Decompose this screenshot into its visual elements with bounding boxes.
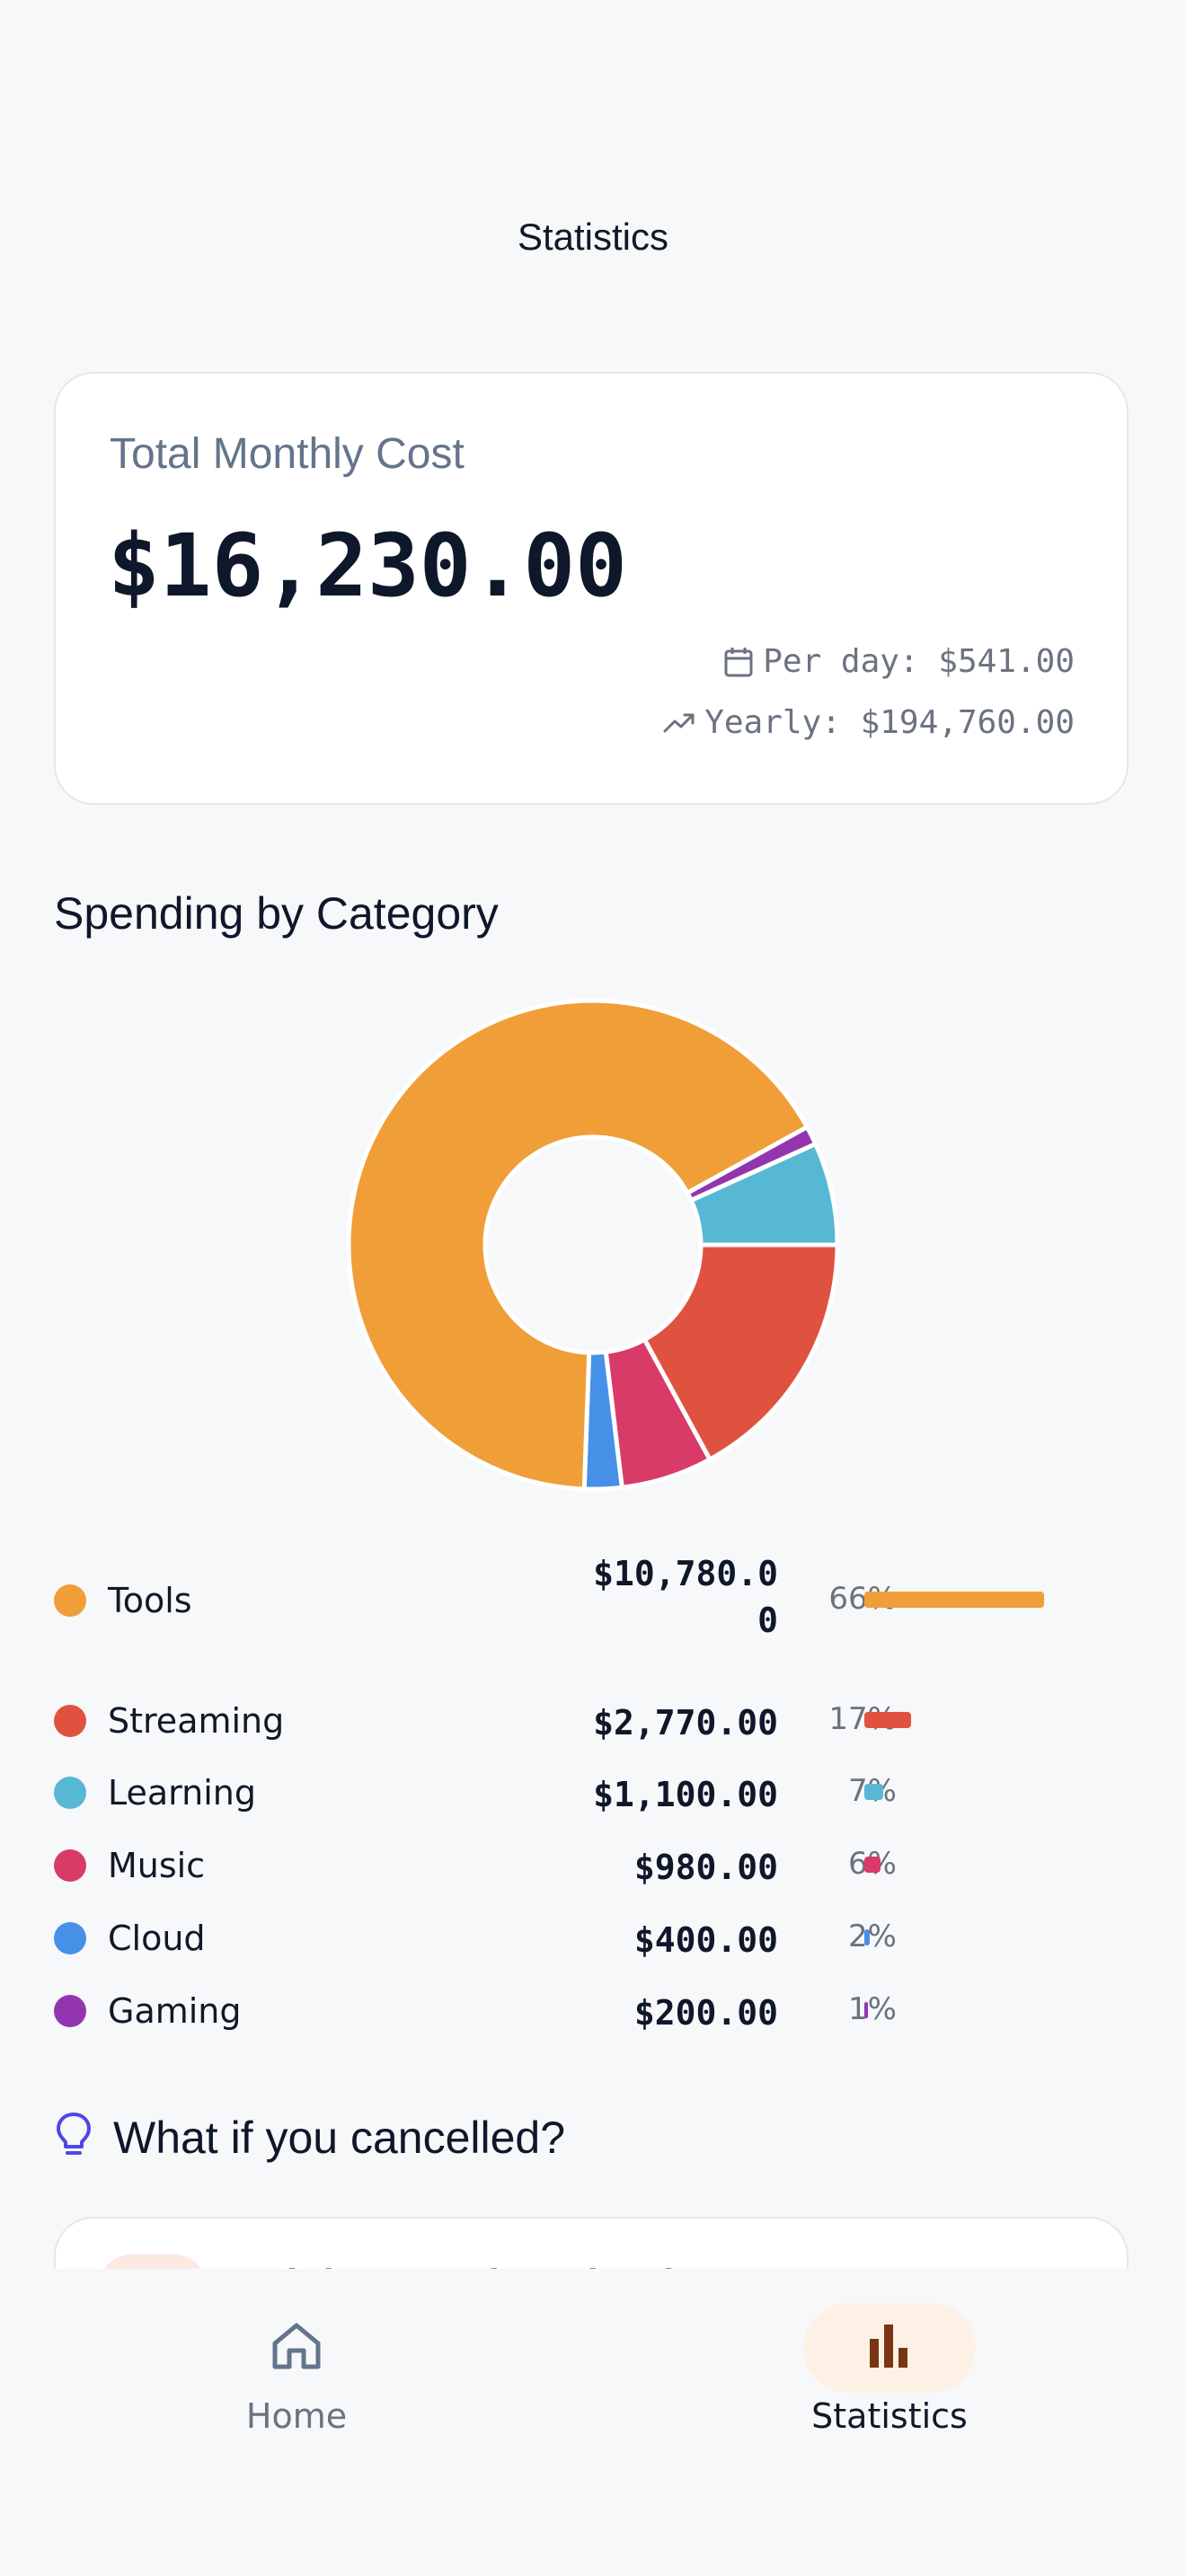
legend-row-cloud: Cloud $400.00 2%	[54, 1911, 1132, 1965]
per-day-text: Per day: $541.00	[763, 643, 1075, 680]
legend-percent: 1%	[848, 1991, 897, 2027]
legend-row-music: Music$980.006%	[54, 1839, 1132, 1892]
trending-up-icon	[663, 710, 695, 737]
legend-category-name: Tools	[108, 1581, 192, 1620]
legend-amount: $2,770.00	[593, 1703, 778, 1742]
legend-bar	[864, 2002, 868, 2018]
legend-row-tools: Tools $10,780.00 66%	[54, 1554, 1132, 1640]
yearly-row: Yearly: $194,760.00	[663, 704, 1075, 741]
home-icon	[270, 2320, 323, 2377]
nav-home-label: Home	[245, 2396, 348, 2436]
legend-amount: $400.00	[633, 1920, 778, 1960]
legend-bar-track	[864, 1929, 1044, 1945]
cancel-section-title: What if you cancelled?	[113, 2112, 566, 2163]
total-cost-label: Total Monthly Cost	[110, 430, 465, 478]
legend-bar-track	[864, 2002, 1044, 2018]
legend-color-dot	[54, 1777, 86, 1809]
legend-color-dot	[54, 1584, 86, 1617]
legend-category-name: Music	[108, 1846, 206, 1885]
legend-bar-track	[864, 1784, 1044, 1800]
legend-color-dot	[54, 1849, 86, 1882]
calendar-icon	[723, 646, 754, 678]
legend-percent: 2%	[848, 1919, 897, 1954]
legend-bar	[864, 1592, 1044, 1608]
legend-bar-track	[864, 1712, 1044, 1728]
legend-amount: $200.00	[633, 1993, 778, 2033]
nav-statistics-label: Statistics	[811, 2396, 968, 2436]
legend-color-dot	[54, 1922, 86, 1954]
legend-bar	[864, 1784, 884, 1800]
total-cost-card: Total Monthly Cost $16,230.00 Per day: $…	[54, 372, 1128, 805]
category-section-title: Spending by Category	[54, 888, 499, 939]
legend-row-gaming: Gaming $200.00 1%	[54, 1984, 1132, 2038]
donut-slice-learning	[687, 1141, 840, 1248]
bottom-nav: Home Statistics	[0, 2269, 1186, 2576]
legend-bar-track	[864, 1592, 1044, 1608]
donut-slice-tools	[346, 998, 810, 1492]
category-donut-chart	[346, 998, 840, 1492]
donut-slice-streaming	[641, 1242, 840, 1463]
legend-category-name: Cloud	[108, 1919, 206, 1958]
legend-category-name: Gaming	[108, 1991, 242, 2031]
legend-color-dot	[54, 1705, 86, 1737]
page-title: Statistics	[517, 216, 669, 258]
bar-chart-icon	[866, 2323, 913, 2374]
cancel-header: What if you cancelled?	[54, 2111, 565, 2164]
yearly-text: Yearly: $194,760.00	[704, 704, 1075, 741]
legend-amount: $10,780.00	[593, 1554, 778, 1640]
legend-color-dot	[54, 1995, 86, 2027]
per-day-row: Per day: $541.00	[723, 643, 1075, 680]
legend-row-learning: Learning$1,100.007%	[54, 1766, 1132, 1820]
legend-row-streaming: Streaming $2,770.00 17%	[54, 1694, 1132, 1748]
nav-statistics[interactable]: Statistics	[593, 2269, 1186, 2448]
legend-bar	[864, 1929, 871, 1945]
nav-home-icon-wrap	[210, 2303, 383, 2393]
nav-statistics-icon-wrap	[803, 2303, 976, 2393]
legend-bar-track	[864, 1857, 1044, 1873]
legend-amount: $1,100.00	[593, 1775, 778, 1814]
lightbulb-icon	[54, 2111, 93, 2164]
legend-bar	[864, 1857, 881, 1873]
legend-bar	[864, 1712, 911, 1728]
total-cost-value: $16,230.00	[108, 516, 627, 616]
legend-category-name: Streaming	[108, 1701, 285, 1741]
legend-amount: $980.00	[633, 1848, 778, 1887]
nav-home[interactable]: Home	[0, 2269, 593, 2448]
legend-category-name: Learning	[108, 1773, 256, 1813]
